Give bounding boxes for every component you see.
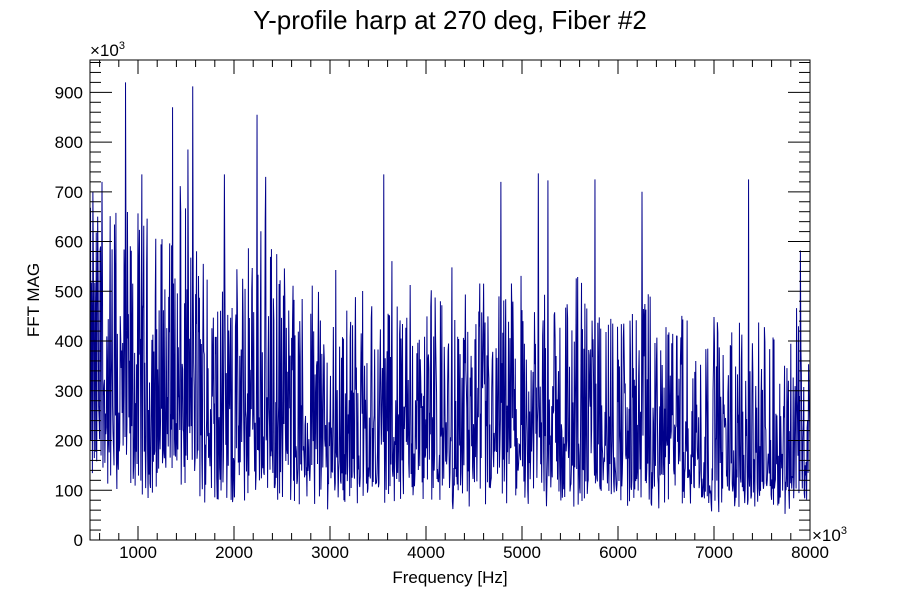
y-tick-label: 200 <box>55 432 83 451</box>
x-tick-label: 3000 <box>311 543 349 562</box>
y-tick-label: 700 <box>55 183 83 202</box>
series-trace <box>89 82 811 514</box>
y-multiplier-exp: 3 <box>119 40 125 52</box>
x-tick-label: 8000 <box>791 543 829 562</box>
x-tick-label: 2000 <box>215 543 253 562</box>
y-axis-multiplier: ×103 <box>90 40 125 60</box>
y-tick-label: 500 <box>55 282 83 301</box>
chart-title: Y-profile harp at 270 deg, Fiber #2 <box>253 5 647 35</box>
x-tick-label: 6000 <box>599 543 637 562</box>
x-tick-label: 7000 <box>695 543 733 562</box>
y-tick-label: 100 <box>55 481 83 500</box>
y-axis-title: FFT MAG <box>24 263 43 337</box>
x-tick-label: 1000 <box>119 543 157 562</box>
x-tick-label: 5000 <box>503 543 541 562</box>
x-tick-label: 4000 <box>407 543 445 562</box>
x-multiplier-exp: 3 <box>841 525 847 537</box>
y-tick-label: 0 <box>74 531 83 550</box>
y-tick-label: 400 <box>55 332 83 351</box>
x-multiplier-base: ×10 <box>812 526 841 545</box>
y-tick-label: 800 <box>55 133 83 152</box>
y-tick-label: 600 <box>55 233 83 252</box>
x-axis-multiplier: ×103 <box>812 525 847 545</box>
tick-labels-layer: 1000 2000 3000 4000 5000 6000 7000 8000 0 100 200 3… <box>55 83 829 562</box>
y-tick-label: 300 <box>55 382 83 401</box>
ticks-layer <box>90 60 811 541</box>
plot-frame <box>89 59 811 541</box>
data-layer <box>89 82 811 514</box>
x-axis-title: Frequency [Hz] <box>392 568 507 587</box>
y-tick-label: 900 <box>55 83 83 102</box>
y-multiplier-base: ×10 <box>90 41 119 60</box>
